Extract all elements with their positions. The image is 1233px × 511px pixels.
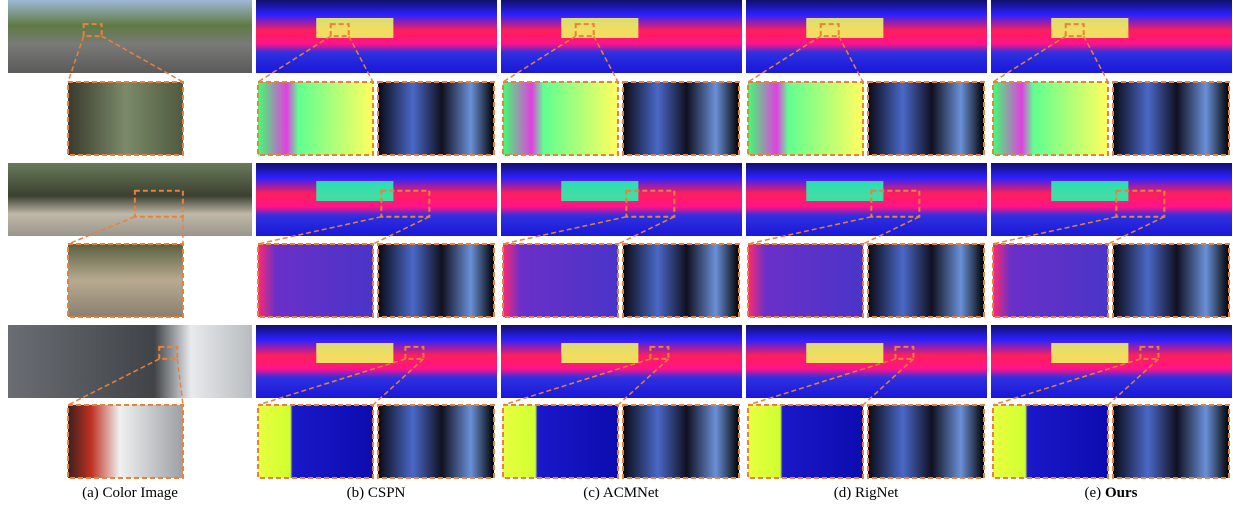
caption-label: CSPN [368, 485, 406, 501]
depth-highlight [316, 343, 393, 363]
caption-label: Ours [1105, 485, 1138, 501]
caption-label: RigNet [855, 485, 899, 501]
caption-prefix: (b) [347, 485, 365, 501]
caption-prefix: (a) [82, 485, 99, 501]
zoom-crop [68, 405, 183, 478]
zoom-error [623, 82, 739, 155]
zoom-depth [258, 405, 373, 478]
depth-highlight [316, 18, 393, 38]
zoom-depth [503, 82, 618, 155]
figure: (a) Color Image (b) CSPN (c) ACMNet (d) … [0, 0, 1233, 511]
zoom-error [1113, 82, 1229, 155]
color-image [8, 163, 252, 236]
zoom-error [1113, 244, 1229, 317]
caption: (b) CSPN [347, 485, 406, 501]
depth-highlight [806, 18, 883, 38]
image-grid [8, 0, 1232, 478]
zoom-depth [748, 244, 863, 317]
zoom-error [623, 405, 739, 478]
zoom-depth [748, 405, 863, 478]
depth-highlight [1051, 343, 1128, 363]
depth-highlight [561, 343, 638, 363]
zoom-error [1113, 405, 1229, 478]
depth-highlight [1051, 18, 1128, 38]
color-image [8, 0, 252, 73]
zoom-error [378, 82, 494, 155]
zoom-error [868, 405, 984, 478]
caption-label: ACMNet [603, 485, 660, 501]
depth-highlight [806, 343, 883, 363]
captions: (a) Color Image (b) CSPN (c) ACMNet (d) … [82, 485, 1138, 501]
caption-prefix: (e) [1085, 485, 1102, 501]
zoom-crop [68, 244, 183, 317]
caption-prefix: (d) [834, 485, 852, 501]
zoom-crop [68, 82, 183, 155]
depth-highlight [561, 18, 638, 38]
zoom-error [378, 244, 494, 317]
zoom-error [623, 244, 739, 317]
caption: (a) Color Image [82, 485, 178, 501]
zoom-depth [503, 405, 618, 478]
zoom-error [868, 244, 984, 317]
zoom-depth [748, 82, 863, 155]
caption-prefix: (c) [583, 485, 600, 501]
zoom-depth [258, 82, 373, 155]
zoom-error [378, 405, 494, 478]
zoom-depth [993, 244, 1108, 317]
caption: (d) RigNet [834, 485, 899, 501]
zoom-depth [993, 82, 1108, 155]
caption-label: Color Image [103, 485, 179, 501]
zoom-depth [993, 405, 1108, 478]
caption: (e) Ours [1085, 485, 1138, 501]
zoom-depth [503, 244, 618, 317]
caption: (c) ACMNet [583, 485, 659, 501]
zoom-error [868, 82, 984, 155]
zoom-depth [258, 244, 373, 317]
color-image [8, 325, 252, 398]
